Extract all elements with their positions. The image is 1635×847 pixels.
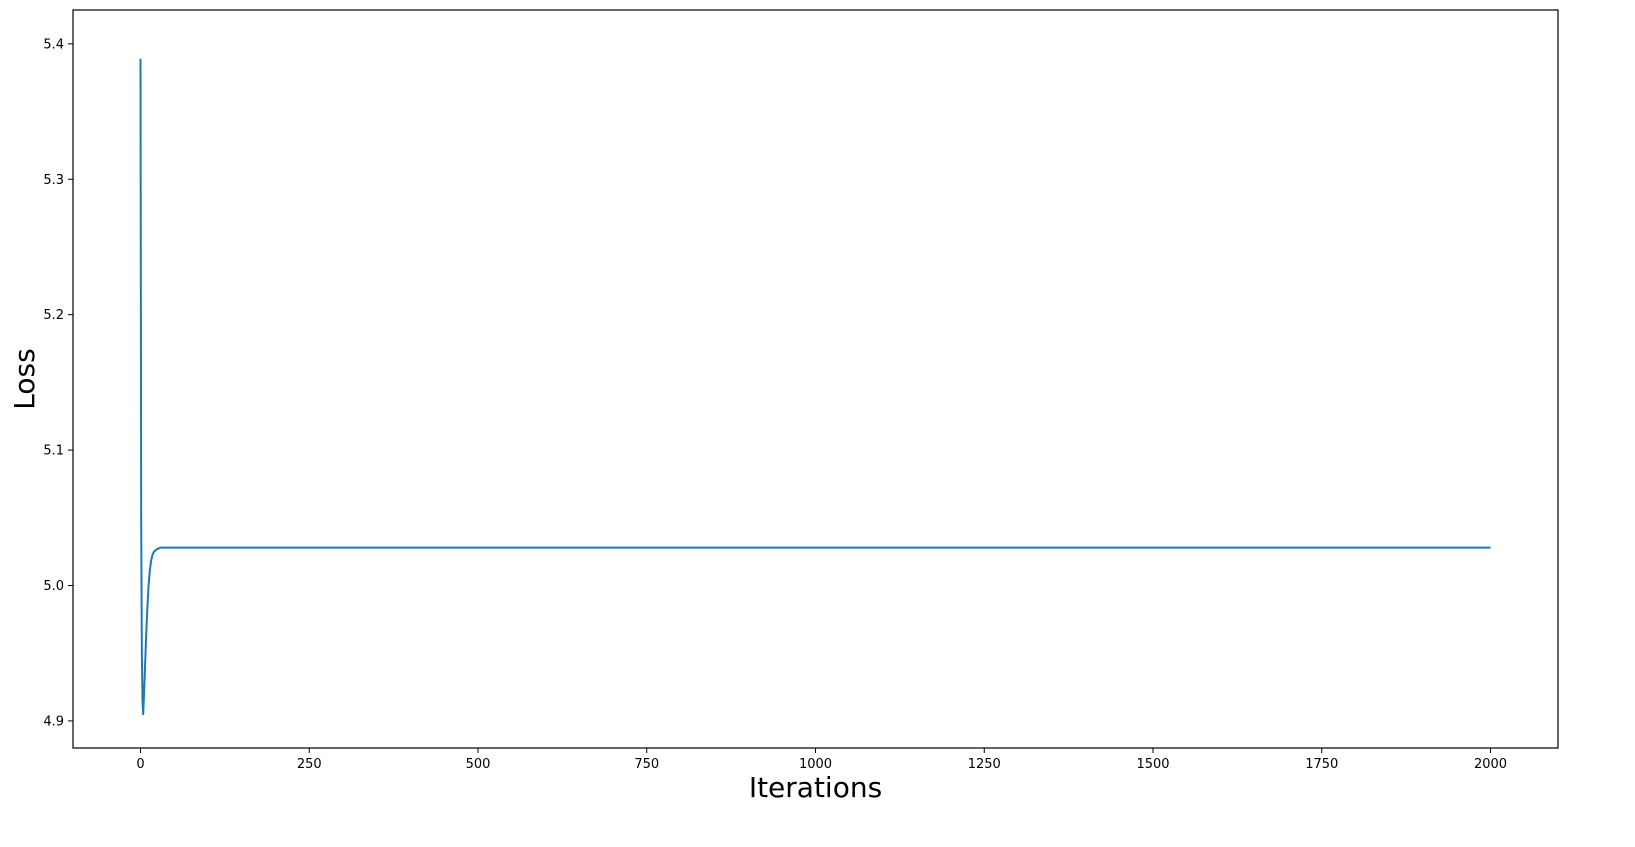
y-tick-label: 4.9 (43, 714, 64, 729)
x-tick-label: 500 (466, 757, 491, 772)
x-tick-label: 250 (297, 757, 322, 772)
x-tick-label: 1000 (799, 757, 832, 772)
y-tick-label: 5.4 (43, 37, 64, 52)
x-tick-label: 2000 (1474, 757, 1507, 772)
y-tick-label: 5.3 (43, 173, 64, 188)
y-tick-label: 5.2 (43, 308, 64, 323)
series-line-0 (139, 58, 1491, 716)
y-tick-label: 5.0 (43, 579, 64, 594)
y-tick-label: 5.1 (43, 444, 64, 459)
x-tick-label: 1750 (1305, 757, 1338, 772)
y-axis-ticks: 4.9 5.0 5.1 5.2 5.3 5.4 (43, 37, 73, 729)
plot-area (139, 58, 1491, 716)
x-tick-label: 1250 (968, 757, 1001, 772)
x-tick-label: 0 (136, 757, 144, 772)
plot-frame (72, 9, 1559, 749)
x-axis-label: Iterations (749, 771, 882, 804)
x-axis-ticks: 0 250 500 750 1000 1250 1500 1750 2000 (136, 748, 1507, 772)
x-tick-label: 750 (634, 757, 659, 772)
y-axis-label: Loss (8, 348, 41, 409)
x-tick-label: 1500 (1136, 757, 1169, 772)
